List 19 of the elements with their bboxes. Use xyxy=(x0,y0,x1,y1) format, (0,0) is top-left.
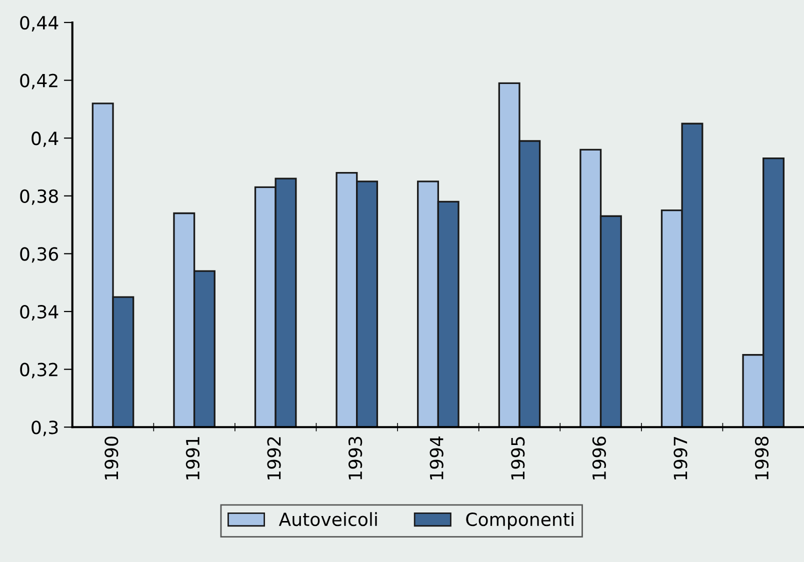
x-tick-label: 1993 xyxy=(348,436,362,480)
y-tick-label: 0,3 xyxy=(32,420,58,436)
y-tick-label: 0,36 xyxy=(20,247,58,263)
y-tick-label: 0,34 xyxy=(20,304,58,320)
x-tick-label: 1998 xyxy=(754,436,769,480)
legend-label: Autoveicoli xyxy=(278,512,377,526)
y-tick-label: 0,32 xyxy=(20,362,58,378)
x-tick-label: 1992 xyxy=(267,437,281,480)
y-tick-label: 0,42 xyxy=(20,74,58,90)
x-tick-label: 1990 xyxy=(104,436,118,480)
y-tick-label: 0,44 xyxy=(20,16,58,32)
x-tick-label: 1997 xyxy=(674,437,688,480)
y-tick-label: 0,38 xyxy=(20,189,58,205)
x-tick-label: 1995 xyxy=(511,437,525,480)
legend-label: Componenti xyxy=(466,512,574,530)
x-tick-label: 1991 xyxy=(186,437,200,480)
x-tick-label: 1994 xyxy=(430,436,444,480)
y-tick-label: 0,4 xyxy=(32,132,58,148)
x-tick-label: 1996 xyxy=(592,436,606,480)
